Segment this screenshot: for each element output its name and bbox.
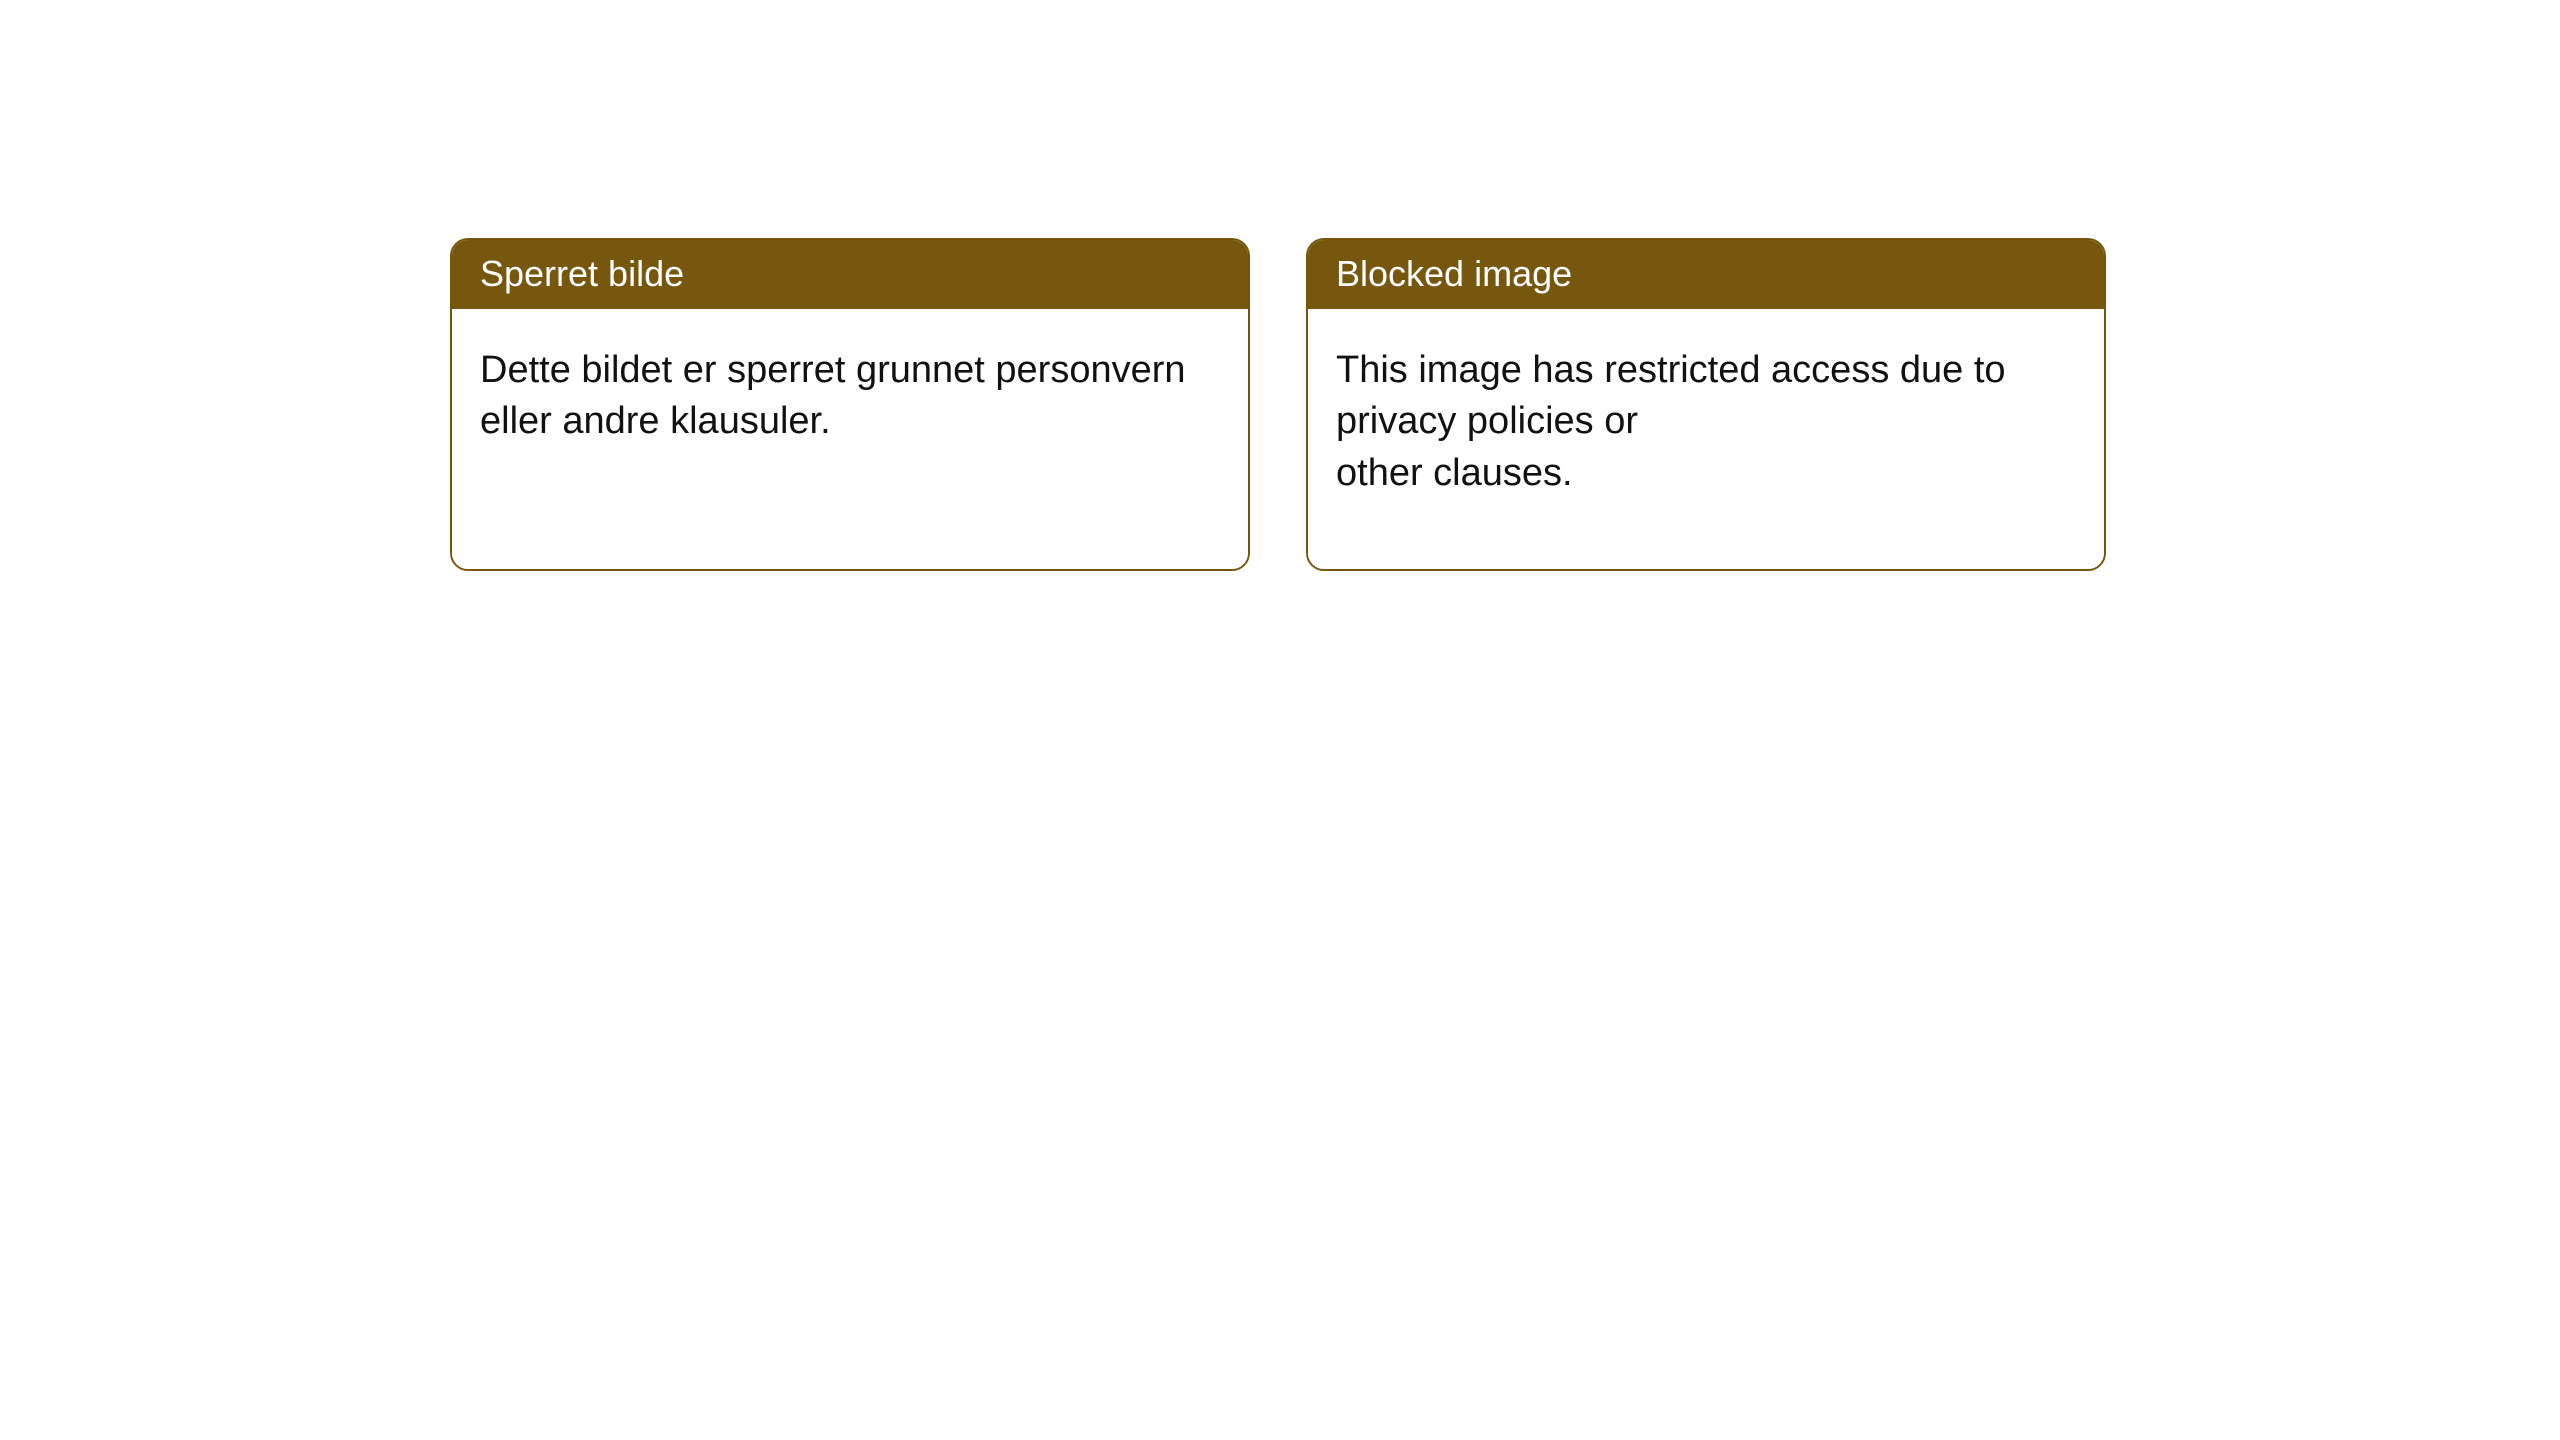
notice-title-en: Blocked image [1308, 240, 2104, 309]
blocked-image-notices: Sperret bilde Dette bildet er sperret gr… [450, 238, 2106, 571]
notice-card-en: Blocked image This image has restricted … [1306, 238, 2106, 571]
notice-title-no: Sperret bilde [452, 240, 1248, 309]
notice-body-en: This image has restricted access due to … [1308, 309, 2104, 569]
notice-body-no: Dette bildet er sperret grunnet personve… [452, 309, 1248, 569]
notice-card-no: Sperret bilde Dette bildet er sperret gr… [450, 238, 1250, 571]
